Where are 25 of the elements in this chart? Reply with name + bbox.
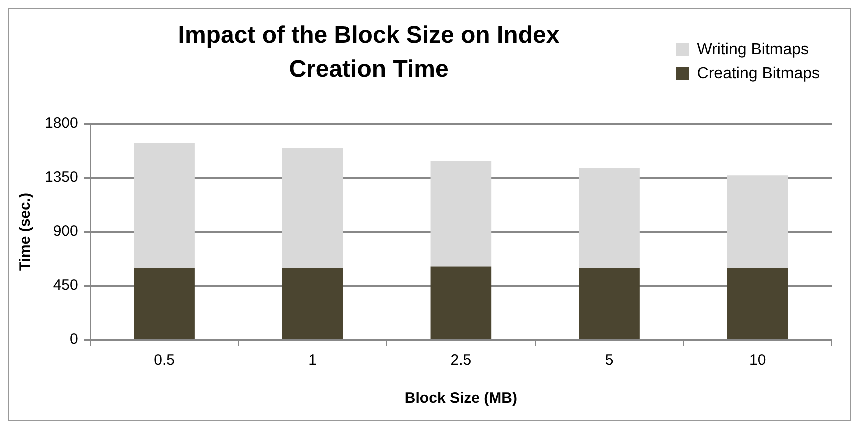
y-tick-label: 1800: [44, 115, 78, 132]
bar: [430, 161, 492, 267]
bar: [727, 176, 788, 268]
y-tick-label: 0: [70, 331, 78, 348]
bar: [579, 168, 640, 268]
x-tick-label: 2.5: [450, 352, 472, 370]
bar: [282, 268, 344, 340]
x-tick-label: 1: [308, 352, 318, 370]
x-tick-label: 5: [605, 352, 614, 370]
x-tick-label: 10: [749, 352, 766, 370]
bar: [282, 148, 344, 268]
x-axis-title: Block Size (MB): [404, 390, 518, 408]
bar: [134, 268, 195, 340]
legend-label: Writing Bitmaps: [697, 41, 810, 58]
y-tick-label: 450: [53, 277, 78, 294]
bar: [727, 268, 788, 340]
bar: [134, 143, 195, 268]
chart-title: Impact of the Block Size on Index Creation Time: [177, 21, 561, 85]
x-tick-label: 0.5: [154, 352, 175, 370]
y-tick-label: 1350: [44, 169, 78, 186]
bar: [579, 268, 640, 340]
bar: [430, 266, 492, 340]
y-tick-label: 900: [53, 223, 78, 240]
y-axis-title: Time (sec.): [17, 192, 34, 272]
legend-label: Creating Bitmaps: [697, 65, 820, 82]
